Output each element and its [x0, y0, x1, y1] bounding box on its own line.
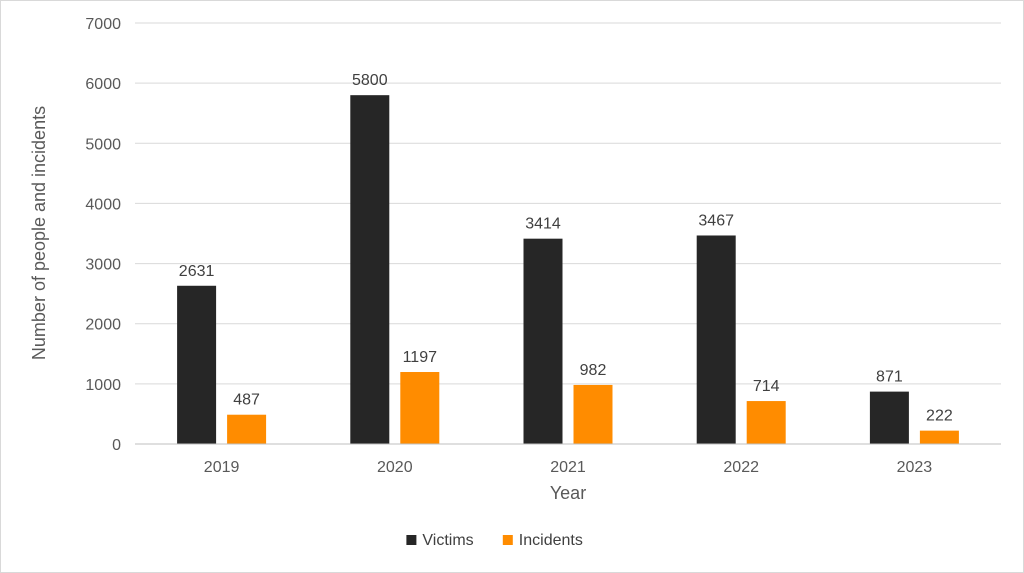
data-labels: 2631 487 5800 1197 3414 982 3467 714 871 222 — [179, 72, 953, 424]
data-label-victims-2021: 3414 — [525, 216, 561, 233]
axes: 0 1000 2000 3000 4000 5000 6000 7000 2019 2020 202… — [85, 16, 1001, 476]
legend-swatch-incidents — [502, 535, 513, 545]
bar-victims-2021 — [523, 238, 563, 444]
bar-victims-2022 — [696, 235, 736, 444]
bar-incidents-2022 — [746, 401, 786, 444]
y-tick-label: 2000 — [85, 317, 121, 334]
legend: Victims Incidents — [406, 532, 583, 549]
data-label-incidents-2019: 487 — [233, 392, 260, 409]
x-tick-label: 2020 — [377, 459, 413, 476]
bar-victims-2023 — [869, 391, 909, 444]
bar-incidents-2019 — [227, 414, 267, 444]
data-label-incidents-2023: 222 — [926, 408, 953, 425]
gridlines — [135, 22, 1001, 385]
legend-swatch-victims — [406, 535, 417, 545]
data-label-incidents-2020: 1197 — [403, 349, 438, 366]
y-tick-label: 3000 — [85, 257, 121, 274]
y-tick-label: 4000 — [85, 196, 121, 213]
bar-victims-2019 — [177, 285, 217, 444]
y-tick-label: 1000 — [85, 377, 121, 394]
x-tick-label: 2022 — [723, 459, 759, 476]
x-tick-label: 2019 — [204, 459, 240, 476]
x-tick-label: 2023 — [897, 459, 933, 476]
data-label-victims-2019: 2631 — [179, 263, 215, 280]
bar-incidents-2020 — [400, 372, 440, 444]
data-label-incidents-2021: 982 — [580, 362, 607, 379]
y-tick-label: 5000 — [85, 136, 121, 153]
x-axis-title: Year — [550, 483, 586, 503]
data-label-incidents-2022: 714 — [753, 378, 780, 395]
data-label-victims-2023: 871 — [876, 369, 903, 386]
y-tick-label: 0 — [112, 437, 121, 454]
y-tick-label: 6000 — [85, 76, 121, 93]
bars — [177, 95, 959, 445]
data-label-victims-2020: 5800 — [352, 72, 388, 89]
bar-victims-2020 — [350, 95, 390, 445]
x-tick-label: 2021 — [550, 459, 586, 476]
legend-label-incidents: Incidents — [519, 532, 583, 549]
y-axis-title: Number of people and incidents — [29, 106, 49, 360]
bar-incidents-2023 — [919, 430, 959, 444]
data-label-victims-2022: 3467 — [698, 212, 734, 229]
legend-label-victims: Victims — [422, 532, 473, 549]
y-tick-label: 7000 — [85, 16, 121, 33]
bar-incidents-2021 — [573, 384, 613, 444]
